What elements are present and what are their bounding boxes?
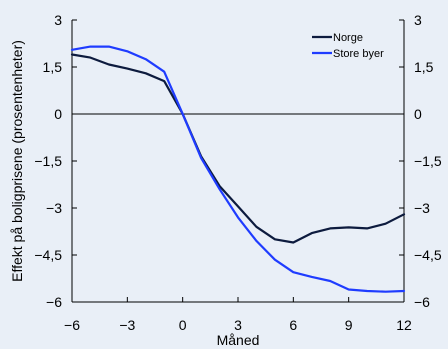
y-axis-title: Effekt på boligprisene (prosentenheter) — [9, 40, 25, 282]
x-tick-label: 9 — [345, 317, 353, 333]
legend-label: Store byer — [333, 48, 384, 60]
x-tick-label: 6 — [289, 317, 297, 333]
y-tick-label-left: −1,5 — [34, 153, 62, 169]
y-tick-label-left: −6 — [46, 294, 62, 310]
x-tick-label: 12 — [396, 317, 412, 333]
legend-label: Norge — [333, 32, 363, 44]
series-layer — [70, 45, 406, 293]
y-tick-label-right: 3 — [414, 12, 422, 28]
ticks-layer: 3 31,5 1,50 0−1,5 −1,5−3 −3−4,5 −4,5−6 −6−6 −3 0 3… — [34, 12, 441, 333]
x-axis-title: Måned — [217, 332, 260, 348]
y-tick-label-left: −3 — [46, 200, 62, 216]
plot-area — [72, 20, 404, 302]
series-line-1 — [70, 45, 406, 293]
y-tick-label-right: −3 — [414, 200, 430, 216]
y-tick-label-right: 0 — [414, 106, 422, 122]
y-tick-label-left: 0 — [54, 106, 62, 122]
y-tick-label-right: −6 — [414, 294, 430, 310]
legend: Norge Store byer — [312, 32, 384, 60]
y-tick-label-right: 1,5 — [414, 59, 434, 75]
y-tick-label-left: −4,5 — [34, 247, 62, 263]
y-tick-label-right: −1,5 — [414, 153, 442, 169]
y-tick-label-right: −4,5 — [414, 247, 442, 263]
x-tick-label: 0 — [179, 317, 187, 333]
series-line-0 — [70, 53, 406, 244]
x-tick-label: −3 — [119, 317, 135, 333]
x-tick-label: −6 — [64, 317, 80, 333]
y-tick-label-left: 1,5 — [43, 59, 63, 75]
x-tick-label: 3 — [234, 317, 242, 333]
y-tick-label-left: 3 — [54, 12, 62, 28]
